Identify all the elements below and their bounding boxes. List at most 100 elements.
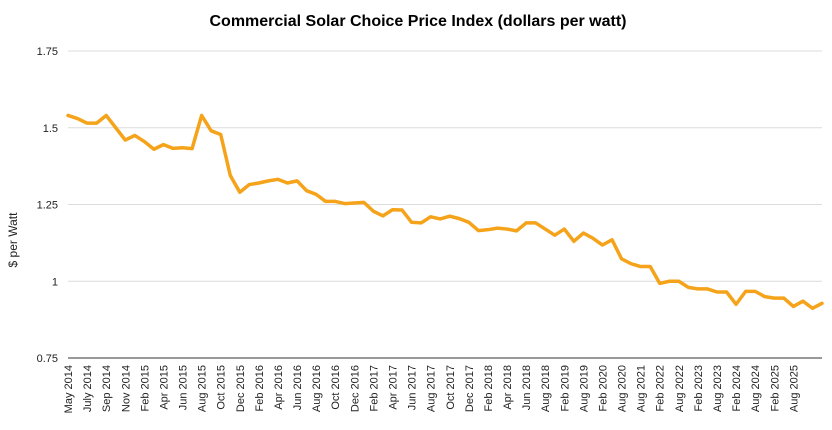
data-point <box>582 231 585 235</box>
x-tick-label: Aug 2019 <box>578 365 590 412</box>
data-point <box>753 290 757 293</box>
x-tick-label: Aug 2022 <box>674 365 686 412</box>
x-tick-label: Aug 2017 <box>426 365 438 412</box>
y-tick-label: 1.25 <box>37 200 58 212</box>
data-point <box>238 191 241 194</box>
x-tick-label: Sep 2014 <box>101 365 113 412</box>
y-tick-label: 1.5 <box>43 123 58 135</box>
data-point <box>458 217 461 220</box>
data-point <box>563 227 566 231</box>
data-point <box>649 265 652 268</box>
data-point <box>152 148 156 151</box>
data-point <box>744 290 747 293</box>
data-point <box>133 134 137 137</box>
data-point <box>181 146 184 149</box>
data-point <box>620 257 623 261</box>
x-tick-label: Apr 2016 <box>273 365 285 410</box>
data-point <box>534 221 537 225</box>
data-point <box>353 201 356 205</box>
x-tick-label: Aug 2023 <box>712 365 724 412</box>
data-point <box>114 126 117 129</box>
x-axis-ticks: May 2014 July 2014 Sep 2014 Nov 2014 Feb 201… <box>63 365 800 413</box>
data-point <box>334 200 337 203</box>
data-point <box>792 305 795 308</box>
x-tick-label: Apr 2015 <box>158 365 170 410</box>
x-tick-label: May 2014 <box>63 365 75 413</box>
data-point <box>610 238 614 242</box>
data-point <box>429 215 432 218</box>
data-point <box>171 147 175 150</box>
data-point <box>820 302 824 305</box>
data-point <box>591 237 595 240</box>
data-point <box>668 280 671 283</box>
x-tick-label: Feb 2025 <box>769 365 781 411</box>
x-tick-label: Oct 2016 <box>330 365 342 410</box>
data-point <box>76 117 79 120</box>
data-point <box>248 183 251 186</box>
data-point <box>658 282 661 285</box>
data-point <box>124 138 127 142</box>
data-point <box>85 121 89 125</box>
data-point <box>505 227 509 231</box>
data-point <box>687 286 690 289</box>
data-point <box>773 296 776 300</box>
series-line-price-index <box>66 113 824 311</box>
x-tick-label: July 2014 <box>82 365 94 412</box>
data-point <box>400 208 404 212</box>
data-point <box>190 147 194 150</box>
x-tick-label: Feb 2020 <box>597 365 609 411</box>
x-tick-label: Feb 2022 <box>655 365 667 411</box>
x-tick-label: Feb 2023 <box>693 365 705 411</box>
data-point <box>715 290 719 294</box>
x-tick-label: Jun 2017 <box>407 365 419 410</box>
x-tick-label: Aug 2025 <box>788 365 800 412</box>
x-tick-label: Apr 2018 <box>502 365 514 410</box>
data-point <box>544 227 547 231</box>
data-point <box>104 114 108 117</box>
data-point <box>257 181 261 185</box>
x-tick-label: Dec 2015 <box>235 365 247 412</box>
data-point <box>782 296 786 300</box>
data-point <box>734 303 738 306</box>
y-tick-label: 1.75 <box>37 46 58 58</box>
data-point <box>343 202 346 205</box>
x-tick-label: Dec 2017 <box>464 365 476 412</box>
data-point <box>286 181 289 185</box>
x-tick-label: Feb 2018 <box>483 365 495 411</box>
data-point <box>572 240 576 243</box>
data-point <box>486 228 490 231</box>
x-tick-label: Jun 2016 <box>292 365 304 410</box>
x-tick-label: Aug 2016 <box>311 365 323 412</box>
gridlines <box>68 50 822 359</box>
data-point <box>601 243 604 247</box>
x-tick-label: Feb 2017 <box>368 365 380 411</box>
data-point <box>143 140 146 143</box>
data-point <box>629 262 633 265</box>
x-tick-label: Aug 2020 <box>617 365 629 412</box>
x-tick-label: Aug 2021 <box>636 365 648 412</box>
x-tick-label: Feb 2019 <box>559 365 571 411</box>
data-point <box>801 300 805 303</box>
x-tick-label: Aug 2024 <box>750 365 762 412</box>
x-tick-label: Apr 2017 <box>388 365 400 410</box>
y-axis-label: $ per Watt <box>6 212 20 268</box>
data-point <box>267 179 270 183</box>
data-point <box>553 234 556 237</box>
data-point <box>763 295 766 298</box>
data-point <box>229 174 232 177</box>
data-point <box>362 201 366 204</box>
data-point <box>209 129 213 133</box>
data-point <box>448 214 451 218</box>
x-tick-label: Aug 2018 <box>540 365 552 412</box>
x-tick-label: Jun 2018 <box>521 365 533 410</box>
data-point <box>467 221 471 224</box>
data-point <box>276 178 280 181</box>
x-tick-label: Oct 2017 <box>445 365 457 410</box>
data-point <box>66 114 70 117</box>
data-point <box>524 221 528 225</box>
data-point <box>200 114 203 117</box>
x-tick-label: Jun 2015 <box>178 365 190 410</box>
data-point <box>477 229 480 232</box>
data-point <box>162 143 165 146</box>
